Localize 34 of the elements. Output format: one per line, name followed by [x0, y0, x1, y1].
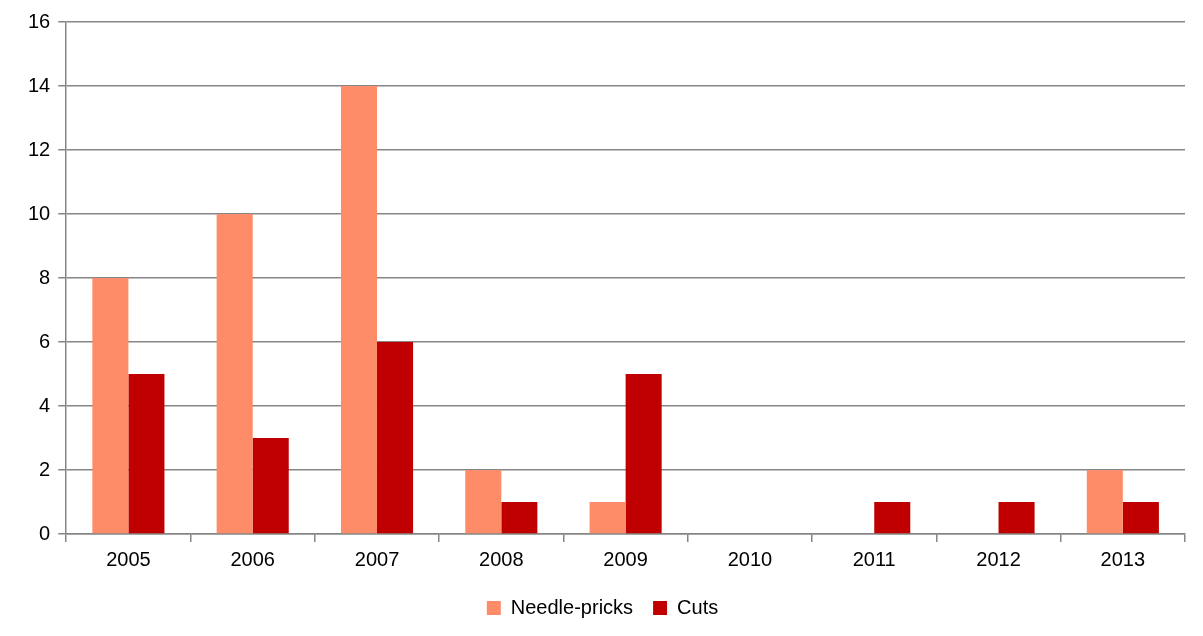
bar	[874, 502, 911, 534]
x-tick-label: 2013	[1100, 547, 1146, 570]
x-tick-label: 2005	[106, 547, 151, 570]
y-tick-label: 0	[39, 521, 51, 544]
bar	[589, 502, 626, 534]
x-tick-label: 2011	[852, 547, 896, 570]
y-tick-label: 10	[28, 201, 51, 224]
bar	[92, 278, 129, 534]
x-tick-label: 2008	[479, 547, 524, 570]
bar	[128, 374, 165, 534]
bar	[501, 502, 538, 534]
x-tick-label: 2006	[230, 547, 275, 570]
y-tick-label: 8	[39, 265, 51, 288]
x-tick-label: 2010	[727, 547, 773, 570]
y-tick-label: 16	[28, 9, 51, 32]
y-tick-label: 4	[39, 393, 51, 416]
bar	[340, 86, 378, 534]
bar	[377, 342, 414, 534]
bar	[1122, 502, 1159, 534]
x-tick-label: 2012	[976, 547, 1021, 570]
bar	[465, 470, 502, 534]
bar	[998, 502, 1035, 534]
legend-label: Needle-pricks	[510, 595, 634, 618]
x-tick-label: 2009	[603, 547, 648, 570]
bar	[625, 374, 662, 534]
y-tick-label: 12	[28, 137, 51, 160]
y-tick-label: 14	[28, 73, 51, 96]
bar	[1086, 470, 1123, 534]
x-tick-label: 2007	[354, 547, 400, 570]
bar	[252, 438, 289, 534]
y-tick-label: 6	[39, 329, 51, 352]
y-tick-label: 2	[39, 457, 51, 480]
bar	[216, 214, 253, 534]
legend-label: Cuts	[677, 595, 719, 618]
